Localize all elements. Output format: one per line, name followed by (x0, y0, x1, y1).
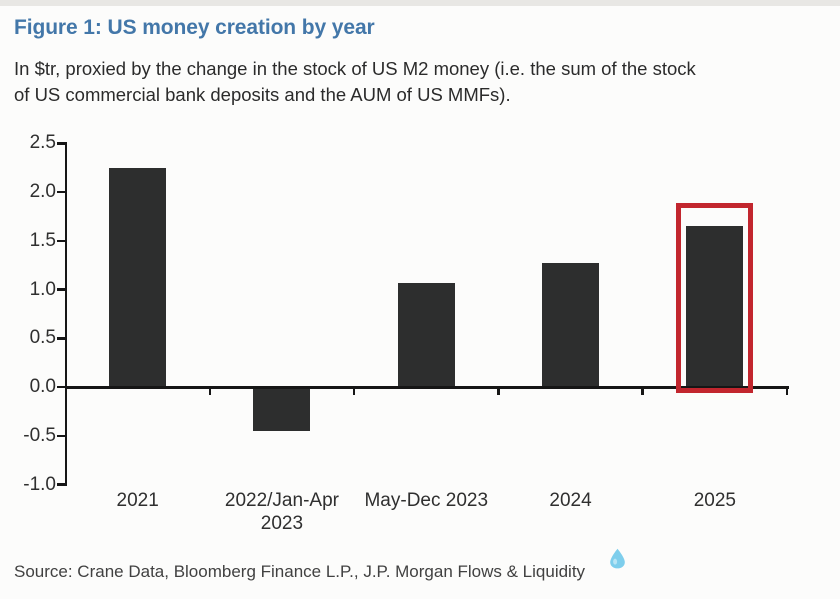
y-tick-label: 1.0 (29, 278, 56, 300)
highlight-box-2025 (676, 203, 754, 393)
source-note: Source: Crane Data, Bloomberg Finance L.… (14, 562, 586, 581)
y-tick (56, 434, 66, 437)
y-tick (56, 288, 66, 291)
figure-title: Figure 1: US money creation by year (14, 16, 375, 39)
x-tick (641, 388, 644, 395)
bar-2022-jan-apr-2023 (253, 387, 311, 431)
y-tick-label: 0.0 (29, 376, 56, 397)
droplet-icon (610, 548, 625, 569)
y-tick-label: 2.5 (29, 132, 56, 154)
figure-subtitle-line-1: In $tr, proxied by the change in the sto… (14, 58, 696, 79)
y-tick-label: 0.5 (29, 327, 56, 349)
x-tick (208, 388, 212, 395)
y-tick (56, 142, 66, 145)
y-tick (56, 483, 66, 486)
x-category-label: May-Dec 2023 (364, 490, 489, 511)
top-border-strip (0, 0, 840, 6)
x-tick (497, 388, 500, 395)
y-tick (56, 337, 66, 340)
y-tick-label: -1.0 (23, 473, 56, 495)
y-tick-label: 2.0 (29, 181, 56, 202)
figure-subtitle-line-2: of US commercial bank deposits and the A… (14, 84, 511, 105)
x-category-label: 2024 (549, 490, 592, 511)
x-category-label: 2025 (693, 490, 736, 511)
bar-2021 (109, 167, 167, 387)
x-tick (785, 388, 789, 395)
bar-2025 (686, 226, 744, 387)
y-tick (56, 385, 66, 389)
bar-2024 (542, 263, 600, 387)
y-axis-line (64, 141, 67, 486)
x-tick (352, 388, 356, 395)
x-category-label: 2021 (116, 490, 159, 511)
y-tick (56, 239, 66, 242)
y-tick-label: 1.5 (29, 229, 56, 251)
x-axis-line (64, 385, 789, 389)
bar-may-dec-2023 (397, 282, 455, 387)
y-tick-label: -0.5 (23, 424, 56, 446)
y-tick (56, 190, 66, 194)
x-category-label: 2022/Jan-Apr 2023 (224, 490, 339, 534)
figure-subtitle: In $tr, proxied by the change in the sto… (14, 56, 826, 108)
